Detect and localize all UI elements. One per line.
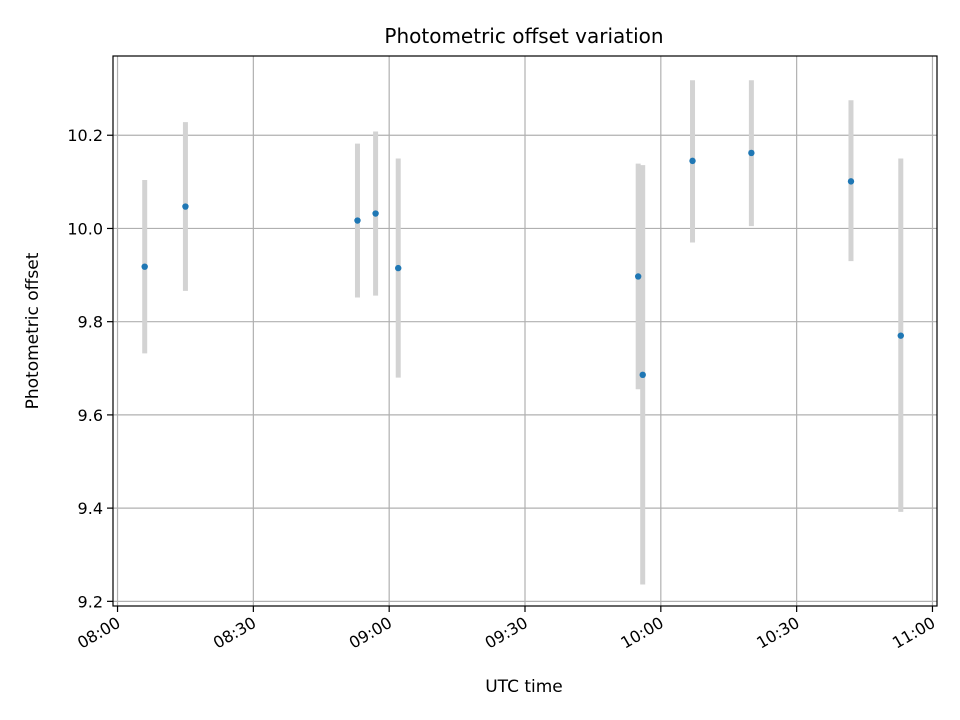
data-point	[748, 149, 755, 157]
data-point	[847, 178, 855, 185]
y-axis-label: Photometric offset	[23, 252, 43, 409]
y-tick-label: 10.2	[67, 126, 103, 145]
data-point	[372, 210, 379, 217]
y-axis: 9.2 9.4 9.6 9.8 10.0 10.2	[67, 126, 113, 611]
grid	[113, 56, 937, 606]
data-point	[639, 371, 646, 379]
data-point	[354, 217, 361, 224]
y-tick-label: 9.6	[78, 406, 103, 425]
y-tick-label: 9.4	[78, 499, 103, 518]
y-tick-label: 10.0	[67, 219, 103, 238]
x-axis-label: UTC time	[485, 677, 563, 697]
data-point	[689, 157, 696, 165]
chart-title: Photometric offset variation	[384, 24, 663, 48]
y-tick-label: 9.8	[78, 313, 103, 332]
data-point	[897, 332, 904, 339]
data-points	[141, 149, 904, 379]
data-point	[395, 264, 402, 272]
data-point	[182, 203, 189, 210]
data-point	[634, 273, 642, 280]
y-tick-label: 9.2	[78, 592, 103, 611]
data-point	[141, 263, 148, 270]
